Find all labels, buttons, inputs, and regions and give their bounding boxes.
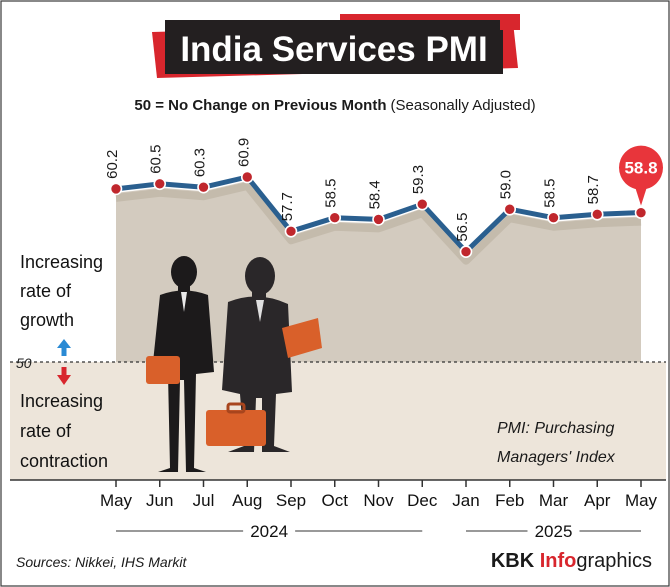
x-tick-label: Aug — [232, 491, 262, 510]
subtitle: 50 = No Change on Previous Month (Seasona… — [134, 97, 535, 114]
data-label-highlight: 58.8 — [624, 159, 657, 178]
title-accent-top — [340, 14, 520, 30]
data-point — [328, 211, 342, 225]
brand-suffix: graphics — [576, 550, 652, 572]
data-point — [284, 225, 298, 238]
data-point — [590, 208, 604, 221]
contraction-label-line-2: rate of — [20, 421, 72, 441]
subtitle-main: 50 = No Change on Previous Month — [134, 97, 386, 114]
data-label: 58.4 — [367, 180, 384, 209]
x-axis-labels: May Jun Jul Aug Sep Oct Nov Dec Jan Feb Mar Apr May — [100, 491, 658, 510]
down-arrow-icon — [57, 367, 71, 385]
brand-logo: KBK Infographics — [491, 550, 652, 572]
data-markers — [109, 170, 648, 258]
data-point — [197, 180, 210, 194]
highlight-bubble — [619, 145, 663, 190]
data-point — [109, 182, 123, 196]
data-label: 59.3 — [410, 165, 427, 194]
data-label: 57.7 — [279, 192, 296, 221]
title-bg — [165, 20, 503, 74]
data-point — [415, 197, 429, 211]
businessmen-illustration — [146, 256, 322, 472]
x-tick-label: Mar — [539, 491, 569, 510]
brand-accent: Info — [540, 550, 577, 572]
contraction-label-line-3: contraction — [20, 451, 108, 471]
x-tick-label: May — [625, 491, 658, 510]
data-label: 56.5 — [454, 212, 471, 241]
data-label: 60.9 — [235, 138, 252, 167]
x-tick-label: Apr — [584, 491, 611, 510]
data-labels: 60.2 60.5 60.3 60.9 57.7 58.5 58.4 59.3 56.5 59.0… — [104, 138, 663, 242]
data-label: 60.3 — [192, 148, 209, 177]
data-point — [634, 206, 648, 219]
contraction-zone — [10, 362, 666, 480]
businessman-left — [146, 256, 214, 472]
source-note: Sources: Nikkei, IHS Markit — [16, 554, 187, 570]
up-arrow-icon — [57, 339, 71, 356]
reference-value-label: 50 — [16, 355, 32, 371]
data-point — [240, 170, 254, 184]
contraction-label: Increasing rate of contraction — [20, 391, 108, 471]
x-tick-label: Nov — [363, 491, 394, 510]
data-label: 58.7 — [585, 175, 602, 204]
growth-label: Increasing rate of growth — [20, 252, 103, 330]
x-tick-label: May — [100, 491, 133, 510]
subtitle-note: (Seasonally Adjusted) — [391, 97, 536, 114]
year-groups: 2024 2025 — [116, 522, 641, 541]
growth-label-line-3: growth — [20, 310, 74, 330]
x-tick-label: Dec — [407, 491, 438, 510]
x-axis-ticks — [115, 480, 642, 487]
businessman-right — [206, 257, 322, 452]
title-banner: India Services PMI — [152, 14, 520, 78]
data-label: 58.5 — [323, 179, 340, 208]
brand-prefix: KBK — [491, 550, 540, 572]
data-label: 60.2 — [104, 150, 121, 179]
growth-label-line-2: rate of — [20, 281, 72, 301]
pmi-note-line-2: Managers' Index — [497, 449, 616, 466]
x-tick-label: Oct — [322, 491, 349, 510]
pmi-note: PMI: Purchasing Managers' Index — [497, 420, 616, 466]
year-label: 2024 — [250, 522, 288, 541]
data-point — [372, 213, 385, 226]
x-tick-label: Feb — [495, 491, 524, 510]
data-point — [547, 211, 560, 225]
contraction-label-line-1: Increasing — [20, 391, 103, 411]
chart-title: India Services PMI — [180, 30, 487, 69]
data-label: 59.0 — [498, 170, 515, 199]
data-point — [459, 245, 473, 258]
line-shadow — [115, 182, 642, 265]
data-point — [503, 202, 517, 216]
x-tick-label: Jul — [193, 491, 215, 510]
pmi-note-line-1: PMI: Purchasing — [497, 420, 614, 437]
year-label: 2025 — [535, 522, 573, 541]
data-label: 58.5 — [542, 179, 559, 208]
data-point — [153, 177, 167, 191]
x-tick-label: Jan — [452, 491, 479, 510]
growth-label-line-1: Increasing — [20, 252, 103, 272]
data-label: 60.5 — [148, 145, 165, 174]
x-tick-label: Sep — [276, 491, 306, 510]
x-tick-label: Jun — [146, 491, 173, 510]
